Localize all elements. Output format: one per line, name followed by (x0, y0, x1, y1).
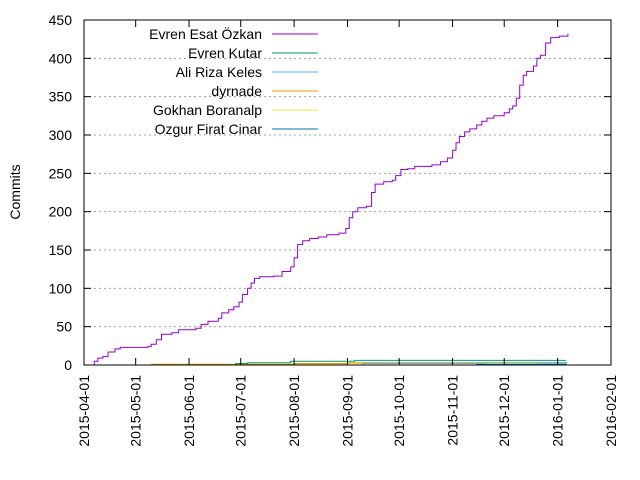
x-tick-label: 2015-05-01 (128, 375, 144, 447)
x-tick-labels: 2015-04-01 2015-05-01 2015-06-01 2015-07-01… (76, 375, 619, 447)
x-tick-label: 2015-10-01 (391, 375, 407, 447)
y-tick-label: 450 (49, 12, 73, 28)
legend-label: Ali Riza Keles (176, 64, 262, 80)
y-tick-label: 200 (49, 204, 73, 220)
y-axis-title: Commits (7, 164, 23, 219)
x-tick-label: 2015-04-01 (76, 375, 92, 447)
axis-ticks (83, 19, 612, 366)
x-tick-label: 2016-02-01 (603, 375, 619, 447)
y-tick-label: 300 (49, 127, 73, 143)
y-tick-label: 350 (49, 89, 73, 105)
y-tick-label: 150 (49, 242, 73, 258)
legend-label: Gokhan Boranalp (153, 102, 262, 118)
legend-label: Evren Esat Özkan (149, 25, 262, 42)
legend: Evren Esat Özkan Evren Kutar Ali Riza Kele… (149, 25, 318, 137)
x-tick-label: 2015-11-01 (445, 375, 461, 446)
legend-label: Evren Kutar (188, 45, 262, 61)
y-tick-label: 50 (56, 319, 72, 335)
x-tick-label: 2015-06-01 (181, 375, 197, 447)
x-tick-label: 2015-12-01 (496, 375, 512, 447)
x-tick-label: 2015-08-01 (286, 375, 302, 447)
y-tick-labels: 0 50 100 150 200 250 300 350 400 450 (49, 12, 73, 373)
y-tick-label: 100 (49, 280, 73, 296)
legend-label: Ozgur Firat Cinar (155, 121, 263, 137)
series-line-evren-esat-zkan (89, 33, 569, 366)
x-tick-label: 2015-07-01 (233, 375, 249, 447)
grid-lines (84, 57, 611, 328)
y-tick-label: 400 (49, 50, 73, 66)
series-lines (89, 33, 569, 366)
legend-label: dyrnade (211, 83, 262, 99)
series-line-evren-kutar (225, 359, 567, 366)
y-tick-label: 250 (49, 165, 73, 181)
x-tick-label: 2015-09-01 (340, 375, 356, 447)
x-tick-label: 2016-01-01 (550, 375, 566, 447)
y-tick-label: 0 (64, 357, 72, 373)
